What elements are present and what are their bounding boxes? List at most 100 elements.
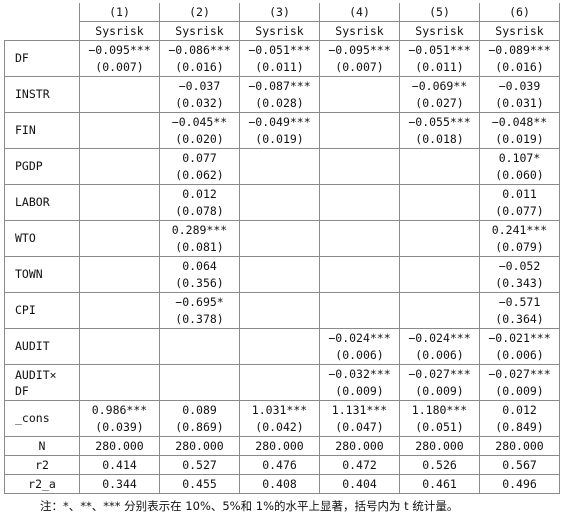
standard-error-value: (0.078) <box>175 203 224 218</box>
coefficient-value: −0.055*** <box>408 114 471 129</box>
coefficient-value: −0.037 <box>178 78 221 93</box>
stat-value: 0.414 <box>79 455 160 475</box>
coefficient-value: 0.107* <box>498 150 541 165</box>
coefficient-cell <box>159 328 240 365</box>
coefficient-cell: −0.024*** (0.006) <box>319 328 400 365</box>
table-body: (1) (2) (3) (4) (5) (6) Sysrisk Sysrisk … <box>4 3 560 494</box>
variable-label: FIN <box>4 112 80 149</box>
standard-error-value: (0.869) <box>175 419 224 434</box>
stat-value: 280.000 <box>479 436 560 456</box>
variable-label: INSTR <box>4 76 80 113</box>
coefficient-value: −0.027*** <box>408 366 471 381</box>
coefficient-cell: 0.011 (0.077) <box>479 184 560 221</box>
stat-value: 0.527 <box>159 455 240 475</box>
table-row: INSTR −0.037 (0.032) −0.087*** (0.028) −0.069… <box>4 76 560 113</box>
stat-value: 0.567 <box>479 455 560 475</box>
coefficient-cell: −0.055*** (0.018) <box>399 112 480 149</box>
coefficient-value: −0.032*** <box>328 366 391 381</box>
standard-error-value: (0.007) <box>95 59 144 74</box>
coefficient-value: −0.052 <box>498 258 541 273</box>
coefficient-cell: 0.012 (0.849) <box>479 400 560 437</box>
stat-value: 0.526 <box>399 455 480 475</box>
coefficient-cell: −0.095*** (0.007) <box>79 40 160 77</box>
stat-value: 0.476 <box>239 455 320 475</box>
coefficient-cell: −0.048** (0.019) <box>479 112 560 149</box>
stat-label: r2 <box>4 455 80 475</box>
coefficient-cell: −0.695* (0.378) <box>159 292 240 329</box>
coefficient-value: 0.289*** <box>171 222 228 237</box>
stat-value: 0.472 <box>319 455 400 475</box>
coefficient-cell: 0.064 (0.356) <box>159 256 240 293</box>
coefficient-cell <box>239 328 320 365</box>
column-number: (6) <box>479 3 560 22</box>
stat-row: N 280.000 280.000 280.000 280.000 280.000 280.… <box>4 436 560 456</box>
stat-value: 0.455 <box>159 474 240 494</box>
coefficient-cell: −0.095*** (0.007) <box>319 40 400 77</box>
table-footnote: 注：*、**、*** 分别表示在 10%、5%和 1%的水平上显著，括号内为 t… <box>40 499 459 513</box>
column-number: (5) <box>399 3 480 22</box>
standard-error-value: (0.031) <box>495 95 544 110</box>
standard-error-value: (0.006) <box>495 347 544 362</box>
table-row: AUDIT× DF −0.032*** (0.009) −0.027*** (0.009)… <box>4 364 560 401</box>
coefficient-value: −0.021*** <box>488 330 551 345</box>
stat-value: 280.000 <box>159 436 240 456</box>
standard-error-value: (0.011) <box>255 59 304 74</box>
variable-label: TOWN <box>4 256 80 293</box>
coefficient-value: 1.131*** <box>331 402 388 417</box>
coefficient-cell: −0.045** (0.020) <box>159 112 240 149</box>
standard-error-value: (0.378) <box>175 311 224 326</box>
standard-error-value: (0.011) <box>415 59 464 74</box>
coefficient-cell <box>239 256 320 293</box>
column-number: (3) <box>239 3 320 22</box>
coefficient-cell <box>239 220 320 257</box>
standard-error-value: (0.051) <box>415 419 464 434</box>
standard-error-value: (0.007) <box>335 59 384 74</box>
coefficient-cell: −0.027*** (0.009) <box>399 364 480 401</box>
coefficient-cell <box>239 292 320 329</box>
variable-label: _cons <box>4 400 80 437</box>
standard-error-value: (0.019) <box>495 131 544 146</box>
coefficient-cell: −0.052 (0.343) <box>479 256 560 293</box>
coefficient-value: 1.031*** <box>251 402 308 417</box>
variable-label: WTO <box>4 220 80 257</box>
variable-label: LABOR <box>4 184 80 221</box>
variable-label: AUDIT <box>4 328 80 365</box>
variable-label: DF <box>4 40 80 77</box>
column-number: (4) <box>319 3 400 22</box>
standard-error-value: (0.060) <box>495 167 544 182</box>
coefficient-cell <box>79 256 160 293</box>
coefficient-cell <box>319 220 400 257</box>
standard-error-value: (0.027) <box>415 95 464 110</box>
coefficient-cell <box>239 148 320 185</box>
coefficient-cell: 0.107* (0.060) <box>479 148 560 185</box>
coefficient-cell <box>319 292 400 329</box>
stat-value: 0.496 <box>479 474 560 494</box>
standard-error-value: (0.009) <box>335 383 384 398</box>
standard-error-value: (0.009) <box>415 383 464 398</box>
standard-error-value: (0.042) <box>255 419 304 434</box>
regression-table: (1) (2) (3) (4) (5) (6) Sysrisk Sysrisk … <box>4 3 560 494</box>
standard-error-value: (0.849) <box>495 419 544 434</box>
standard-error-value: (0.032) <box>175 95 224 110</box>
stat-value: 280.000 <box>79 436 160 456</box>
coefficient-cell <box>399 148 480 185</box>
standard-error-value: (0.062) <box>175 167 224 182</box>
stat-row: r2 0.414 0.527 0.476 0.472 0.526 0.567 <box>4 455 560 475</box>
dependent-variable: Sysrisk <box>319 21 400 41</box>
standard-error-value: (0.039) <box>95 419 144 434</box>
coefficient-value: 0.986*** <box>91 402 148 417</box>
coefficient-value: 0.077 <box>182 150 217 165</box>
standard-error-value: (0.028) <box>255 95 304 110</box>
variable-label-line: AUDIT× <box>15 367 57 382</box>
standard-error-value: (0.077) <box>495 203 544 218</box>
coefficient-cell: −0.051*** (0.011) <box>239 40 320 77</box>
coefficient-cell <box>319 112 400 149</box>
coefficient-cell: 0.289*** (0.081) <box>159 220 240 257</box>
coefficient-cell <box>399 256 480 293</box>
coefficient-value: 0.064 <box>182 258 217 273</box>
coefficient-cell: 1.180*** (0.051) <box>399 400 480 437</box>
table-row: CPI −0.695* (0.378) −0.571 (0.364) <box>4 292 560 329</box>
coefficient-cell <box>79 292 160 329</box>
coefficient-cell <box>319 184 400 221</box>
standard-error-value: (0.009) <box>495 383 544 398</box>
